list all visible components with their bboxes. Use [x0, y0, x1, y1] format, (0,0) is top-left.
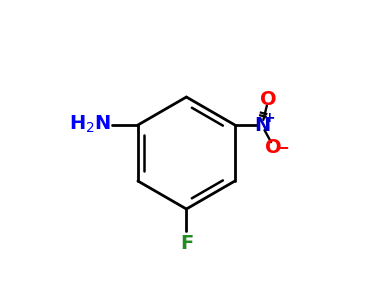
Text: N: N — [254, 115, 270, 135]
Text: H$_2$N: H$_2$N — [69, 114, 111, 135]
Text: O: O — [260, 90, 276, 109]
Text: O: O — [265, 138, 282, 157]
Text: −: − — [275, 138, 289, 156]
Text: +: + — [264, 111, 275, 125]
Text: F: F — [180, 234, 193, 253]
